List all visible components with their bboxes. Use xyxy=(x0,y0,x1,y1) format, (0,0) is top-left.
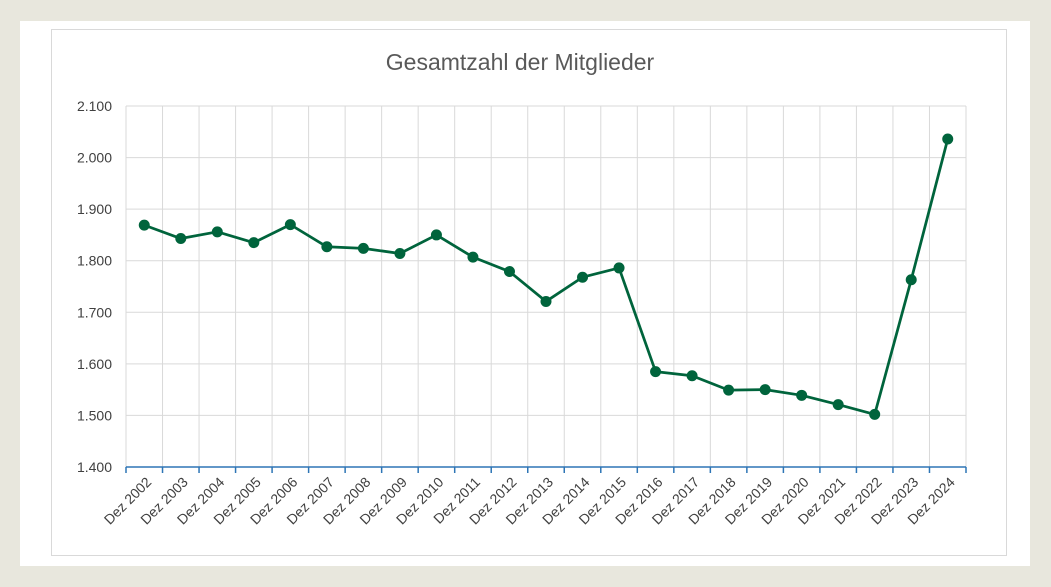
data-point[interactable] xyxy=(503,266,515,278)
data-point[interactable] xyxy=(357,242,369,254)
y-tick-label: 1.900 xyxy=(77,201,112,217)
chart-area xyxy=(51,29,1007,556)
data-point[interactable] xyxy=(248,237,260,249)
data-point[interactable] xyxy=(942,133,954,145)
y-tick-label: 2.100 xyxy=(77,98,112,114)
data-point[interactable] xyxy=(796,389,808,401)
data-point[interactable] xyxy=(394,247,406,259)
chart-title: Gesamtzahl der Mitglieder xyxy=(386,49,655,75)
data-point[interactable] xyxy=(540,295,552,307)
data-point[interactable] xyxy=(650,366,662,378)
data-point[interactable] xyxy=(321,241,333,253)
series-line xyxy=(143,138,950,416)
data-point[interactable] xyxy=(832,399,844,411)
y-tick-label: 1.600 xyxy=(77,356,112,372)
data-point[interactable] xyxy=(759,384,771,396)
y-axis-ticks: 1.400 1.500 1.600 1.700 1.800 1.900 2.000 2.100 xyxy=(77,98,112,475)
data-point[interactable] xyxy=(467,251,479,263)
chart-frame xyxy=(20,21,1030,566)
data-point[interactable] xyxy=(869,408,881,420)
data-point[interactable] xyxy=(577,271,589,283)
data-point[interactable] xyxy=(430,229,442,241)
y-tick-label: 1.700 xyxy=(77,304,112,320)
y-tick-label: 2.000 xyxy=(77,150,112,166)
x-axis xyxy=(125,466,967,473)
data-point[interactable] xyxy=(613,262,625,274)
y-tick-label: 1.400 xyxy=(77,459,112,475)
data-series xyxy=(138,133,954,420)
y-tick-label: 1.800 xyxy=(77,253,112,269)
data-point[interactable] xyxy=(905,274,917,286)
y-tick-label: 1.500 xyxy=(77,407,112,423)
data-point[interactable] xyxy=(686,370,698,382)
data-point[interactable] xyxy=(723,384,735,396)
data-point[interactable] xyxy=(284,219,296,231)
data-point[interactable] xyxy=(138,219,150,231)
data-point[interactable] xyxy=(211,226,223,238)
grid-lines xyxy=(125,105,967,467)
data-point[interactable] xyxy=(175,233,187,245)
